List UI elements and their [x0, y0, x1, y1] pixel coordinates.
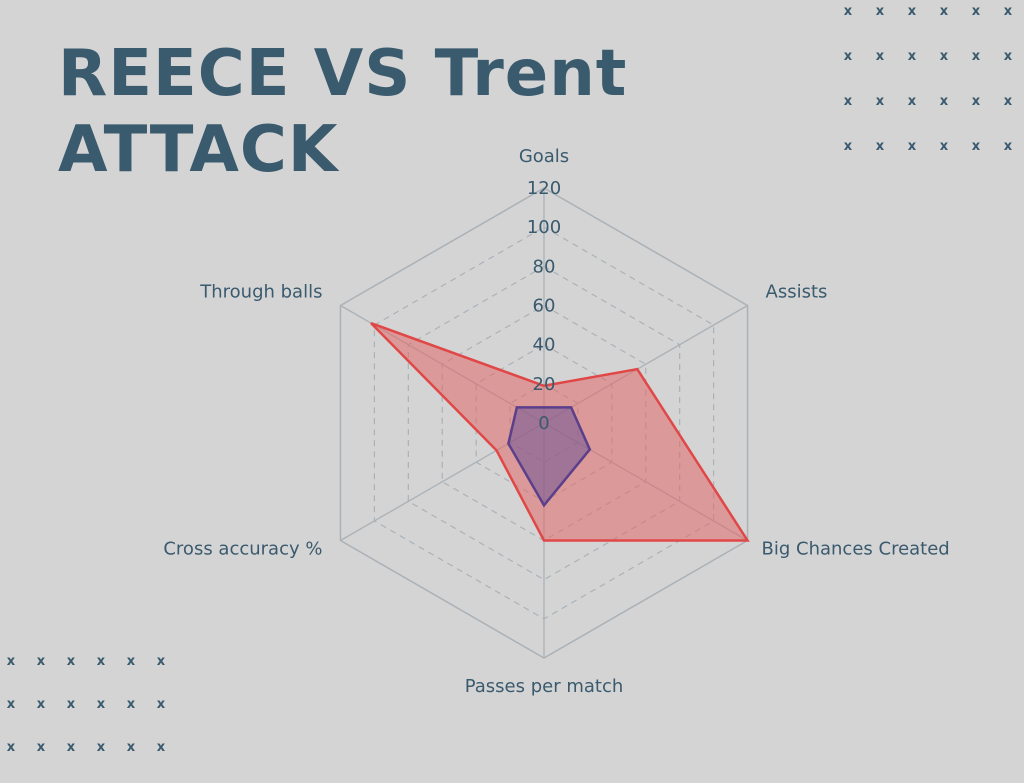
decorative-x-mark: x [907, 4, 917, 19]
decorative-x-mark: x [971, 4, 981, 19]
radial-tick-label: 0 [538, 413, 549, 434]
decorative-x-mark: x [6, 654, 16, 669]
radial-tick-label: 100 [527, 217, 561, 238]
decorative-x-mark: x [96, 654, 106, 669]
decorative-x-mark: x [1003, 94, 1013, 109]
decorative-x-mark: x [875, 4, 885, 19]
decorative-x-mark: x [96, 697, 106, 712]
decorative-x-pattern-top-right: x x x x x x x x x x x x x x x x x x x x x x x x [832, 4, 1024, 184]
decorative-x-mark: x [66, 740, 76, 755]
decorative-x-mark: x [875, 49, 885, 64]
decorative-x-mark: x [843, 4, 853, 19]
decorative-x-mark: x [36, 654, 46, 669]
chart-title-line-2: ATTACK [58, 113, 339, 187]
radial-tick-label: 120 [527, 178, 561, 199]
decorative-x-mark: x [66, 697, 76, 712]
axis-label: Cross accuracy % [163, 539, 322, 560]
decorative-x-mark: x [875, 94, 885, 109]
chart-title-line-1: REECE VS Trent [58, 37, 628, 111]
radial-tick-label: 60 [533, 296, 556, 317]
radial-tick-label: 40 [533, 335, 556, 356]
axis-label: Big Chances Created [762, 539, 950, 560]
decorative-x-mark: x [96, 740, 106, 755]
decorative-x-mark: x [36, 697, 46, 712]
decorative-x-mark: x [6, 740, 16, 755]
axis-label: Through balls [199, 282, 322, 303]
decorative-x-mark: x [843, 94, 853, 109]
radial-tick-label: 20 [533, 374, 556, 395]
decorative-x-mark: x [971, 139, 981, 154]
axis-label: Goals [519, 146, 569, 167]
decorative-x-mark: x [156, 697, 166, 712]
decorative-x-mark: x [939, 49, 949, 64]
axis-label: Passes per match [465, 676, 624, 697]
axis-label: Assists [766, 282, 828, 303]
decorative-x-mark: x [843, 49, 853, 64]
decorative-x-mark: x [66, 654, 76, 669]
decorative-x-mark: x [126, 654, 136, 669]
decorative-x-mark: x [939, 4, 949, 19]
decorative-x-mark: x [1003, 49, 1013, 64]
decorative-x-mark: x [1003, 4, 1013, 19]
decorative-x-mark: x [126, 697, 136, 712]
decorative-x-mark: x [939, 94, 949, 109]
series-polygon-reece [507, 406, 592, 508]
decorative-x-mark: x [156, 654, 166, 669]
decorative-x-mark: x [36, 740, 46, 755]
decorative-x-mark: x [843, 139, 853, 154]
chart-title: REECE VS Trent ATTACK [58, 36, 627, 188]
decorative-x-mark: x [971, 49, 981, 64]
decorative-x-mark: x [907, 94, 917, 109]
decorative-x-mark: x [939, 139, 949, 154]
decorative-x-mark: x [126, 740, 136, 755]
decorative-x-mark: x [971, 94, 981, 109]
decorative-x-mark: x [907, 139, 917, 154]
decorative-x-pattern-bottom-left: x x x x x x x x x x x x x x x x x x [0, 654, 176, 783]
decorative-x-mark: x [156, 740, 166, 755]
decorative-x-mark: x [907, 49, 917, 64]
decorative-x-mark: x [1003, 139, 1013, 154]
decorative-x-mark: x [875, 139, 885, 154]
radial-tick-label: 80 [533, 256, 556, 277]
decorative-x-mark: x [6, 697, 16, 712]
